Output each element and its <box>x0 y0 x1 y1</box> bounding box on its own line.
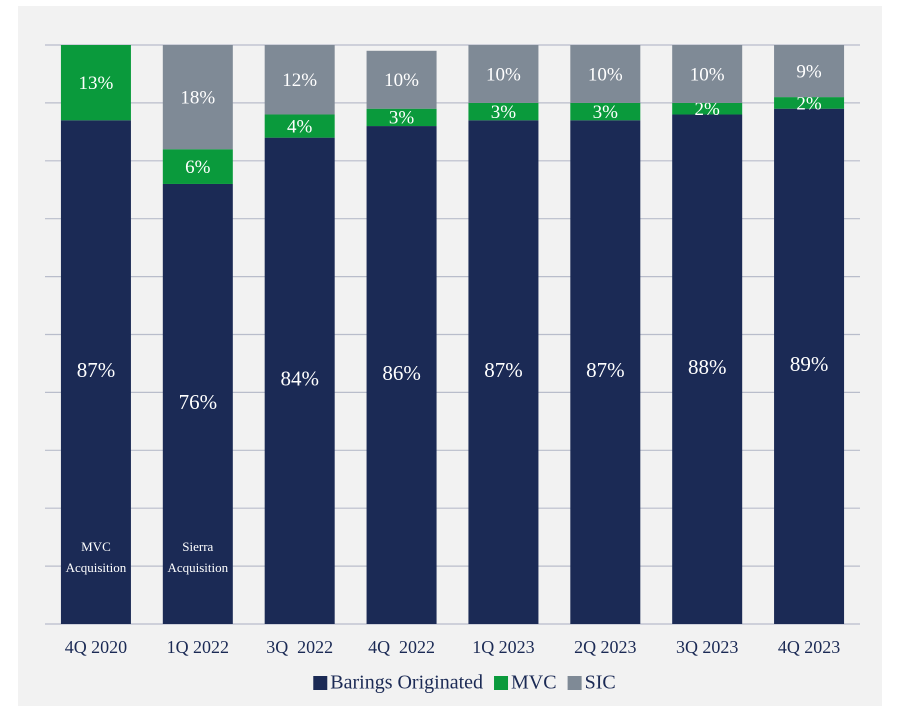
bar-segment <box>162 149 233 184</box>
x-tick-label: 4Q 2023 <box>778 637 841 657</box>
bar-segment <box>162 45 233 150</box>
bar-segment <box>60 120 131 625</box>
bar-segment <box>264 45 335 115</box>
bar-segment <box>162 183 233 624</box>
bar-segment <box>264 114 335 138</box>
data-label: 6% <box>185 157 211 178</box>
annotation: MVC Acquisition <box>66 539 127 575</box>
x-tick-label: 1Q 2022 <box>167 637 230 657</box>
data-label: 2% <box>695 99 721 120</box>
legend-swatch <box>567 676 582 690</box>
bar-segment <box>468 102 539 121</box>
bar-segment <box>672 102 743 115</box>
bar-segment <box>468 45 539 103</box>
data-label: 3% <box>491 102 517 123</box>
data-label: 3% <box>389 108 415 129</box>
bar-segment <box>672 45 743 103</box>
x-tick-label: 3Q 2023 <box>676 637 739 657</box>
data-label: 87% <box>77 358 116 382</box>
bar-segment <box>366 108 437 127</box>
chart-background <box>18 6 882 706</box>
legend-label: Barings Originated <box>330 672 483 694</box>
data-label: 12% <box>282 70 317 91</box>
legend-swatch <box>494 676 509 690</box>
data-label: 10% <box>486 64 521 85</box>
bar-segment <box>672 114 743 624</box>
data-label: 87% <box>586 358 625 382</box>
bar-segment <box>366 50 437 109</box>
x-tick-label: 2Q 2023 <box>574 637 637 657</box>
data-label: 18% <box>180 87 215 108</box>
data-label: 89% <box>790 352 829 376</box>
data-label: 10% <box>384 70 419 91</box>
bar-segment <box>570 45 641 103</box>
data-label: 86% <box>382 361 421 385</box>
bar-segment <box>774 45 845 98</box>
legend-swatch <box>313 676 328 690</box>
bar-segment <box>570 102 641 121</box>
data-label: 4% <box>287 116 313 137</box>
data-label: 2% <box>796 93 822 114</box>
annotation: Sierra Acquisition <box>167 539 228 575</box>
data-label: 10% <box>690 64 725 85</box>
x-tick-label: 3Q 2022 <box>266 637 333 657</box>
data-label: 3% <box>593 102 619 123</box>
legend-label: MVC <box>511 672 557 694</box>
data-label: 87% <box>484 358 523 382</box>
bar-segment <box>774 97 845 109</box>
bar-segment <box>468 120 539 625</box>
bar-segment <box>774 108 845 624</box>
data-label: 84% <box>280 367 319 391</box>
bar-segment <box>60 45 131 121</box>
data-label: 88% <box>688 355 727 379</box>
bar-segment <box>366 126 437 624</box>
x-tick-label: 4Q 2020 <box>65 637 128 657</box>
data-label: 9% <box>796 61 822 82</box>
x-tick-label: 4Q 2022 <box>368 637 435 657</box>
legend-label: SIC <box>585 672 616 694</box>
data-label: 10% <box>588 64 623 85</box>
x-tick-label: 1Q 2023 <box>472 637 535 657</box>
data-label: 76% <box>179 390 218 414</box>
bar-segment <box>264 137 335 624</box>
bar-segment <box>570 120 641 625</box>
data-label: 13% <box>79 73 114 94</box>
